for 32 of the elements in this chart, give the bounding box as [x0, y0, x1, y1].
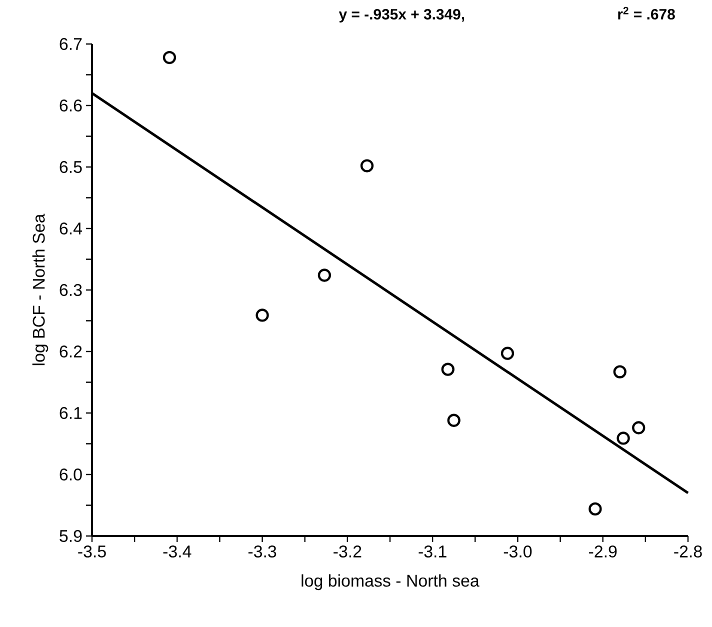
x-tick-label: -3.0: [504, 545, 532, 558]
y-tick-label: 6.3: [60, 284, 82, 296]
y-tick-label: 6.6: [60, 100, 82, 112]
x-tick-label: -3.3: [248, 545, 276, 558]
y-tick-label: 6.0: [60, 468, 82, 480]
y-tick-label: 5.9: [60, 530, 82, 542]
y-tick-label: 6.7: [60, 38, 82, 50]
point: [441, 362, 454, 376]
point: [616, 432, 630, 445]
point: [588, 502, 602, 516]
y-axis-title: log BCF - North Sea: [32, 214, 48, 366]
y-tick-label: 6.4: [60, 222, 82, 235]
x-tick-label: -3.1: [418, 545, 446, 558]
point: [447, 414, 460, 427]
point: [360, 159, 374, 172]
x-tick-label: -3.2: [334, 545, 362, 558]
x-tick-label: -3.4: [163, 545, 192, 558]
point: [162, 50, 176, 64]
point: [632, 421, 646, 434]
point: [256, 308, 269, 322]
y-tick-label: 6.1: [60, 407, 82, 419]
y-tick-label: 6.5: [60, 161, 82, 174]
text: y = -.935x + 3.349,: [338, 8, 464, 22]
point: [500, 346, 514, 360]
text: r$^{2}$ = .678: [618, 6, 675, 20]
x-tick-label: -2.8: [674, 545, 702, 558]
x-tick-label: -2.9: [589, 545, 617, 558]
point: [318, 268, 332, 282]
x-axis-title: log biomass - North sea: [302, 574, 480, 590]
y-tick-label: 6.2: [60, 346, 82, 358]
point: [613, 365, 626, 378]
x-tick-label: -3.5: [78, 545, 106, 558]
